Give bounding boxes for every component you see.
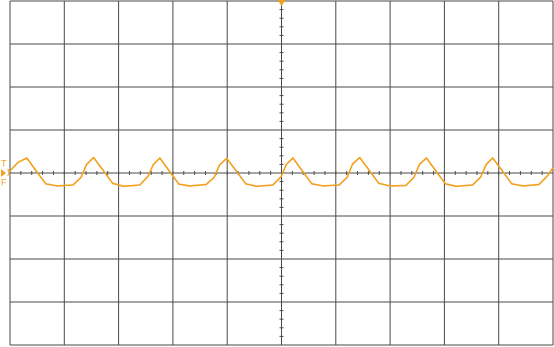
trigger-level-label: T: [1, 158, 7, 168]
channel-label: 1: [6, 167, 11, 177]
waveform: [9, 156, 554, 188]
trigger-marker: [277, 0, 286, 6]
coupling-label: F: [1, 177, 7, 187]
channel-marker: [1, 169, 6, 177]
